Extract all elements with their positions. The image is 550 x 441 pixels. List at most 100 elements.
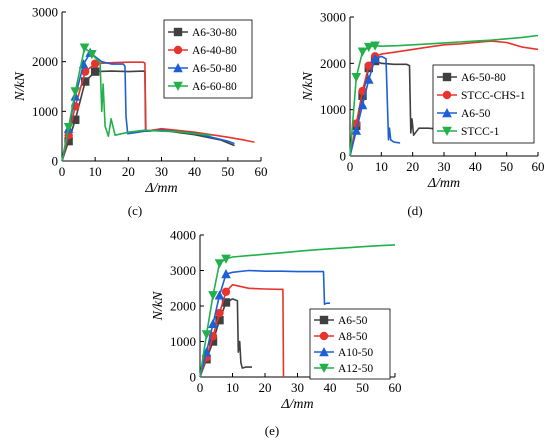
panel-d-legend-label: A6-50-80: [461, 72, 506, 84]
panel-d-legend-label: A6-50: [461, 108, 491, 120]
panel-c-series-line-0: [61, 70, 235, 162]
panel-e-x-tick-label: 30: [291, 380, 304, 395]
panel-c-x-tick-label: 0: [59, 164, 66, 179]
panel-e-data-point: [208, 337, 218, 346]
panel-e-data-point: [221, 287, 231, 296]
panel-c-legend-marker: [173, 27, 183, 37]
panel-e-x-tick-label: 40: [324, 380, 337, 395]
panel-e-data-point: [221, 269, 231, 279]
panel-e-y-axis-label: N/kN: [151, 291, 166, 321]
panel-d-label: (d): [407, 203, 422, 218]
panel-e-legend-marker: [319, 315, 329, 325]
panel-d-x-tick-label: 60: [532, 159, 545, 174]
panel-e-data-point: [208, 318, 218, 328]
panel-e-data-point: [221, 298, 231, 307]
panel-d-x-tick-label: 30: [438, 159, 451, 174]
panel-e-series-line-3: [199, 244, 396, 378]
panel-c-data-point: [90, 67, 100, 76]
panel-e-data-point: [208, 291, 218, 301]
panel-c-data-point: [79, 43, 90, 53]
panel-e-y-tick-label: 1000: [170, 334, 196, 349]
panel-c-data-point: [90, 59, 100, 68]
panel-c-x-tick-label: 40: [188, 164, 201, 179]
panel-e-y-tick-label: 3000: [170, 263, 196, 278]
panel-e-x-tick-label: 10: [226, 380, 239, 395]
panel-e-x-axis-label: Δ/mm: [280, 397, 313, 412]
panel-c-y-tick-label: 0: [52, 154, 59, 169]
panel-c-legend-marker: [173, 63, 183, 73]
panel-e-x-tick-label: 50: [356, 380, 369, 395]
panel-d-legend-marker: [442, 72, 452, 82]
panel-c-series-line-1: [61, 61, 255, 162]
panel-e-series-line-1: [199, 283, 285, 378]
panel-c-x-tick-label: 60: [255, 164, 268, 179]
panel-c-x-tick-label: 30: [155, 164, 168, 179]
panel-e-y-tick-label: 0: [190, 370, 197, 385]
panel-d-data-point: [357, 47, 368, 57]
panel-d-x-tick-label: 10: [375, 159, 388, 174]
panel-e-data-point: [215, 308, 224, 318]
panel-c-y-tick-label: 2000: [32, 54, 58, 69]
panel-e-legend-label: A10-50: [338, 347, 373, 359]
panel-e-legend-label: A12-50: [338, 363, 373, 375]
panel-d-x-tick-label: 0: [347, 159, 354, 174]
panel-c-data-point: [64, 136, 73, 146]
panel-c-x-tick-label: 20: [122, 164, 135, 179]
panel-d-x-tick-label: 40: [469, 159, 482, 174]
panel-c-y-tick-label: 3000: [32, 5, 58, 20]
panel-c-y-axis-label: N/kN: [13, 71, 28, 101]
panel-d-data-point: [351, 125, 362, 135]
panel-e-data-point: [214, 259, 225, 269]
panel-c-data-point: [81, 77, 90, 86]
panel-d-legend-marker: [442, 90, 452, 100]
panel-d-y-tick-label: 0: [340, 149, 347, 164]
panel-d-series-line-1: [349, 40, 539, 157]
panel-c-data-point: [63, 123, 74, 133]
panel-c-data-point: [71, 115, 80, 124]
panel-e-legend-label: A8-50: [338, 331, 368, 343]
panel-e-data-point: [221, 254, 231, 264]
panel-c-legend-label: A6-30-80: [192, 27, 237, 39]
panel-d-y-tick-label: 1000: [320, 102, 346, 117]
panel-d-legend-marker: [442, 126, 452, 136]
panel-d-x-axis-label: Δ/mm: [427, 176, 460, 191]
panel-e-legend-label: A6-50: [338, 315, 368, 327]
panel-c-data-point: [70, 87, 81, 97]
panel-e-legend-marker: [319, 363, 329, 373]
panel-e-data-point: [215, 316, 224, 325]
panel-d-data-point: [364, 61, 373, 70]
panel-e-chart: 0 10 20 30 40 50 60 0 1000 2000 3000 4000 Δ/mm N/kN A6…: [151, 228, 402, 439]
panel-d-legend-label: STCC-1: [461, 126, 500, 138]
panel-e-legend-marker: [319, 331, 329, 341]
panel-e-label: (e): [265, 423, 279, 438]
panel-d-data-point: [358, 91, 367, 100]
panel-e-y-tick-label: 2000: [170, 299, 196, 314]
panel-e-series-line-0: [199, 298, 252, 378]
panel-d-data-point: [370, 41, 380, 51]
panel-e-legend-marker: [319, 347, 329, 357]
panel-d-x-tick-label: 20: [406, 159, 419, 174]
panel-d-data-point: [364, 42, 374, 53]
panel-c-legend-marker: [173, 45, 183, 55]
panel-c-legend-label: A6-60-80: [192, 81, 237, 93]
panel-c-legend-marker: [173, 81, 183, 91]
panel-d-data-point: [351, 73, 362, 83]
panel-e-series-line-2: [199, 269, 330, 378]
panel-c-label: (c): [128, 203, 142, 218]
panel-d-y-tick-label: 3000: [320, 10, 346, 25]
panel-e-x-tick-label: 60: [389, 380, 402, 395]
panel-d-data-point: [364, 74, 374, 84]
panel-e-x-tick-label: 20: [259, 380, 272, 395]
panel-d-legend-marker: [442, 108, 452, 118]
panel-c-y-tick-label: 1000: [32, 104, 58, 119]
panel-d-data-point: [357, 100, 368, 110]
panel-c-x-axis-label: Δ/mm: [144, 181, 177, 196]
panel-c-data-point: [87, 50, 97, 60]
panel-c-data-point: [81, 67, 90, 76]
panel-e-data-point: [201, 330, 212, 340]
panel-c-x-tick-label: 10: [89, 164, 102, 179]
panel-d-data-point: [370, 53, 380, 63]
panel-d-chart: 0 10 20 30 40 50 60 0 1000 2000 3000 Δ/mm N/kN A6-50-…: [301, 10, 545, 219]
panel-e-data-point: [214, 290, 225, 300]
